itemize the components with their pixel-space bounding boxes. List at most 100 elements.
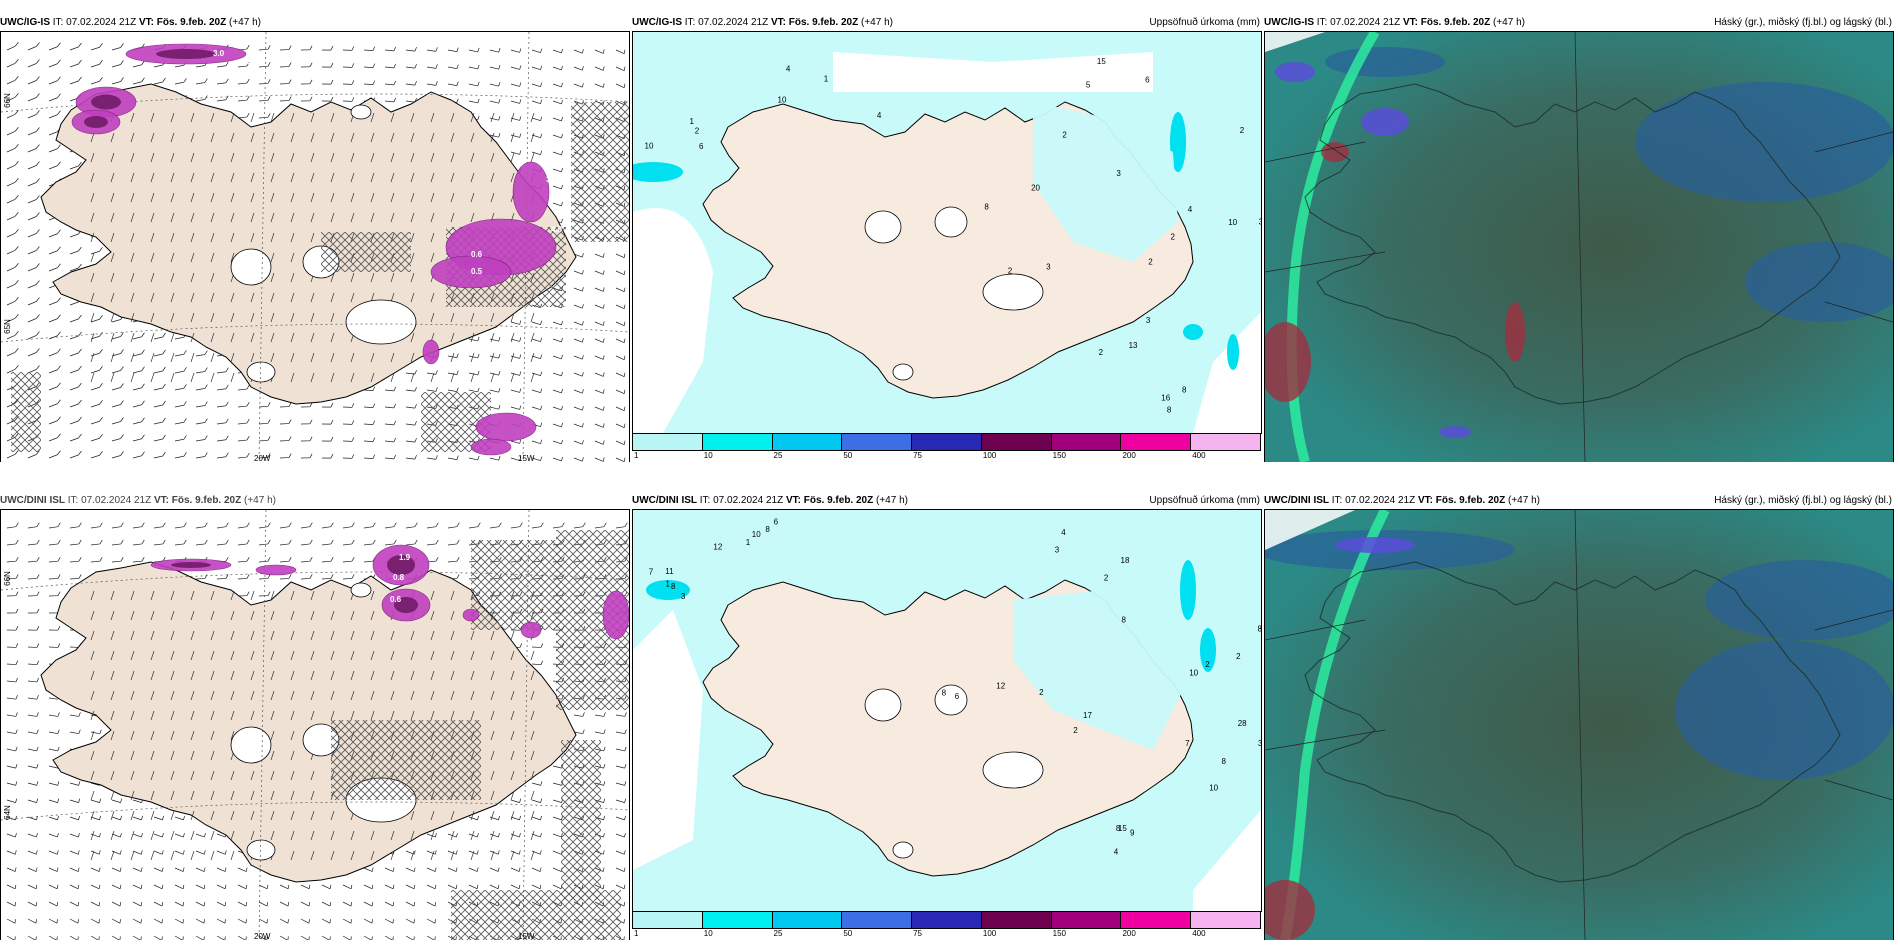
precip-value-label: 8 bbox=[1258, 624, 1262, 633]
lon-label-15w: 15W bbox=[518, 932, 535, 941]
precip-value-label: 2 bbox=[1148, 257, 1153, 266]
lat-label-65n: 65N bbox=[2, 319, 12, 334]
panel-clouds-dini: UWC/DINI ISL IT: 07.02.2024 21Z VT: Fös.… bbox=[1264, 493, 1894, 940]
precip-value-label: 3 bbox=[1055, 545, 1060, 554]
precip-value-label: 17 bbox=[1083, 711, 1092, 720]
it-label: IT: bbox=[52, 17, 64, 28]
snow-depth-label: 3.1 bbox=[243, 57, 255, 66]
legend-swatch bbox=[1120, 911, 1192, 929]
precip-value-label: 1 bbox=[824, 75, 829, 84]
legend-tick-label: 25 bbox=[773, 451, 783, 460]
map-svg: 1072222281568476889121118171210108833882… bbox=[633, 510, 1261, 911]
map-svg bbox=[1265, 32, 1893, 462]
valid-time: Fös. 9.feb. 20Z bbox=[1435, 495, 1506, 506]
precip-value-label: 8 bbox=[765, 525, 770, 534]
it-label: IT: bbox=[1331, 495, 1343, 506]
precip-value-label: 10 bbox=[1209, 784, 1218, 793]
init-time: 07.02.2024 21Z bbox=[81, 495, 152, 506]
lead-time: (+47 h) bbox=[876, 495, 908, 506]
init-time: 07.02.2024 21Z bbox=[698, 17, 769, 28]
precip-map: 1072222281568476889121118171210108833882… bbox=[632, 509, 1262, 912]
legend-swatch bbox=[841, 433, 913, 451]
wind-snow-map: 3.0 3.1 2.9 3.2 0.6 0.5 4.0 bbox=[0, 31, 630, 462]
precip-value-label: 12 bbox=[996, 682, 1005, 691]
precip-value-label: 6 bbox=[774, 518, 779, 527]
snow-depth-label: 2.9 bbox=[141, 69, 153, 78]
precip-value-label: 8 bbox=[1122, 616, 1127, 625]
legend-tick-label: 75 bbox=[913, 929, 923, 938]
precip-value-label: 1 bbox=[746, 538, 751, 547]
precip-legend: 1 10 25 50 75 100 150 200 400 bbox=[632, 433, 1261, 462]
precip-value-label: 2 bbox=[1099, 348, 1104, 357]
precip-value-label: 28 bbox=[1238, 719, 1247, 728]
precip-value-label: 9 bbox=[1130, 828, 1135, 837]
legend-swatch bbox=[911, 911, 982, 929]
legend-swatch bbox=[771, 911, 843, 929]
precip-value-label: 4 bbox=[786, 65, 791, 74]
legend-swatch bbox=[980, 911, 1052, 929]
precip-value-label: 1 bbox=[666, 579, 671, 588]
panel-header: UWC/IG-IS IT: 07.02.2024 21Z VT: Fös. 9.… bbox=[1264, 15, 1894, 31]
valid-time: Fös. 9.feb. 20Z bbox=[788, 17, 859, 28]
legend-swatch bbox=[1050, 433, 1122, 451]
lat-label-66n: 66N bbox=[2, 93, 12, 108]
init-time: 07.02.2024 21Z bbox=[1330, 17, 1401, 28]
legend-swatch bbox=[771, 433, 843, 451]
precip-value-label: 7 bbox=[1185, 739, 1190, 748]
panel-header: UWC/DINI ISL IT: 07.02.2024 21Z VT: Fös.… bbox=[632, 493, 1262, 509]
precip-value-label: 18 bbox=[1121, 556, 1130, 565]
vt-label: VT: bbox=[153, 495, 169, 506]
precip-value-label: 2 bbox=[1236, 652, 1241, 661]
panel-precip-dini: UWC/DINI ISL IT: 07.02.2024 21Z VT: Fös.… bbox=[632, 493, 1262, 940]
model-name: UWC/IG-IS bbox=[0, 17, 50, 28]
legend-tick-label: 200 bbox=[1122, 929, 1136, 938]
legend-tick-label: 10 bbox=[703, 451, 713, 460]
lat-label-64n: 64N bbox=[2, 805, 12, 820]
precip-value-label: 7 bbox=[649, 568, 654, 577]
valid-time: Fös. 9.feb. 20Z bbox=[171, 495, 242, 506]
valid-time: Fös. 9.feb. 20Z bbox=[1420, 17, 1491, 28]
vt-label: VT: bbox=[138, 17, 154, 28]
snow-depth-label: 1.9 bbox=[399, 553, 411, 562]
precip-value-label: 8 bbox=[1222, 757, 1227, 766]
precip-value-label: 4 bbox=[1061, 528, 1066, 537]
legend-tick-label: 50 bbox=[843, 451, 853, 460]
precip-value-label: 8 bbox=[984, 203, 989, 212]
precip-value-label: 1 bbox=[690, 117, 695, 126]
precip-map: 466483834252201016131010153328211222 bbox=[632, 31, 1262, 434]
init-time: 07.02.2024 21Z bbox=[713, 495, 784, 506]
model-name: UWC/DINI ISL bbox=[1264, 495, 1329, 506]
map-svg: 1.9 0.8 0.6 bbox=[1, 510, 629, 940]
precip-value-label: 6 bbox=[1145, 75, 1150, 84]
legend-tick-label: 25 bbox=[773, 929, 783, 938]
it-label: IT: bbox=[699, 495, 711, 506]
snow-depth-label: 0.6 bbox=[390, 595, 402, 604]
map-svg: 466483834252201016131010153328211222 bbox=[633, 32, 1261, 433]
vt-label: VT: bbox=[1402, 17, 1418, 28]
precip-legend: 1 10 25 50 75 100 150 200 400 bbox=[632, 911, 1261, 940]
snow-depth-label: 0.6 bbox=[471, 250, 483, 259]
panel-title: Uppsöfnuð úrkoma (mm) bbox=[1149, 495, 1260, 506]
precip-value-label: 10 bbox=[645, 142, 654, 151]
model-name: UWC/IG-IS bbox=[632, 17, 682, 28]
panel-header: UWC/DINI ISL IT: 07.02.2024 21Z VT: Fös.… bbox=[1264, 493, 1894, 509]
legend-swatch bbox=[911, 433, 982, 451]
panel-precip-igis: UWC/IG-IS IT: 07.02.2024 21Z VT: Fös. 9.… bbox=[632, 15, 1262, 462]
vt-label: VT: bbox=[1417, 495, 1433, 506]
precip-value-label: 2 bbox=[1240, 126, 1245, 135]
precip-value-label: 2 bbox=[1171, 232, 1176, 241]
precip-value-label: 3 bbox=[1258, 739, 1261, 748]
precip-value-label: 12 bbox=[713, 543, 722, 552]
model-name: UWC/DINI ISL bbox=[632, 495, 697, 506]
map-svg bbox=[1265, 510, 1893, 940]
model-name: UWC/IG-IS bbox=[1264, 17, 1314, 28]
lead-time: (+47 h) bbox=[1493, 17, 1525, 28]
legend-tick-label: 75 bbox=[913, 451, 923, 460]
valid-time: Fös. 9.feb. 20Z bbox=[803, 495, 874, 506]
legend-tick-label: 1 bbox=[634, 451, 639, 460]
precip-value-label: 15 bbox=[1097, 57, 1106, 66]
legend-swatch bbox=[1050, 911, 1122, 929]
legend-swatch bbox=[1190, 911, 1261, 929]
legend-swatch bbox=[1190, 433, 1261, 451]
snow-depth-label: 3.0 bbox=[213, 49, 225, 58]
